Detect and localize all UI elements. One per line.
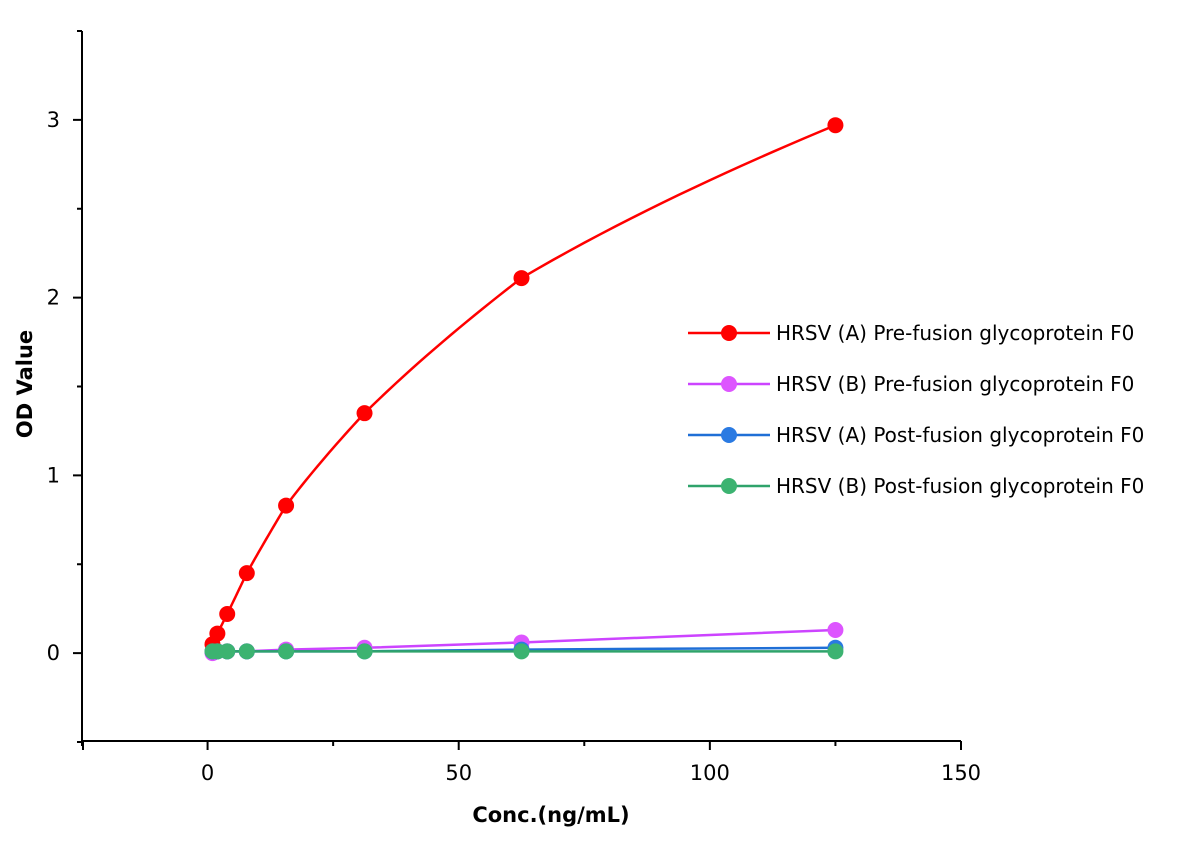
legend-item: HRSV (B) Post-fusion glycoprotein F0 — [688, 474, 1144, 498]
x-tick-label: 150 — [941, 761, 981, 785]
legend-item: HRSV (B) Pre-fusion glycoprotein F0 — [688, 372, 1134, 396]
data-point — [209, 625, 226, 642]
legend-marker — [721, 427, 737, 443]
legend-item: HRSV (A) Pre-fusion glycoprotein F0 — [688, 321, 1134, 345]
legend-label: HRSV (A) Pre-fusion glycoprotein F0 — [776, 321, 1134, 345]
x-tick-label: 100 — [690, 761, 730, 785]
legend-marker — [721, 376, 737, 392]
series-4 — [204, 643, 844, 660]
series-1 — [204, 117, 844, 653]
x-tick-label: 50 — [445, 761, 472, 785]
data-point — [219, 643, 236, 660]
legend-label: HRSV (B) Post-fusion glycoprotein F0 — [776, 474, 1144, 498]
data-point — [513, 643, 530, 660]
x-tick-label: 0 — [201, 761, 214, 785]
data-point — [827, 643, 844, 660]
data-point — [238, 643, 255, 660]
data-point — [278, 497, 295, 514]
legend-marker — [721, 325, 737, 341]
data-point — [278, 643, 295, 660]
data-point — [513, 270, 530, 287]
data-point — [219, 606, 236, 623]
tick-labels: 0 50 100 150 0 1 2 3 — [47, 108, 981, 785]
y-tick-label: 2 — [47, 286, 60, 310]
data-point — [238, 565, 255, 582]
plot-area — [204, 117, 844, 662]
y-tick-label: 1 — [47, 463, 60, 487]
x-axis-title: Conc.(ng/mL) — [472, 803, 629, 827]
ticks — [73, 30, 962, 750]
data-point — [356, 643, 373, 660]
data-point — [827, 622, 844, 639]
legend-label: HRSV (B) Pre-fusion glycoprotein F0 — [776, 372, 1134, 396]
legend-item: HRSV (A) Post-fusion glycoprotein F0 — [688, 423, 1144, 447]
data-point — [356, 405, 373, 422]
data-point — [827, 117, 844, 134]
y-tick-label: 0 — [47, 641, 60, 665]
legend: HRSV (A) Pre-fusion glycoprotein F0 HRSV … — [688, 321, 1144, 498]
y-axis-title: OD Value — [13, 330, 37, 438]
legend-marker — [721, 478, 737, 494]
y-tick-label: 3 — [47, 108, 60, 132]
legend-label: HRSV (A) Post-fusion glycoprotein F0 — [776, 423, 1144, 447]
